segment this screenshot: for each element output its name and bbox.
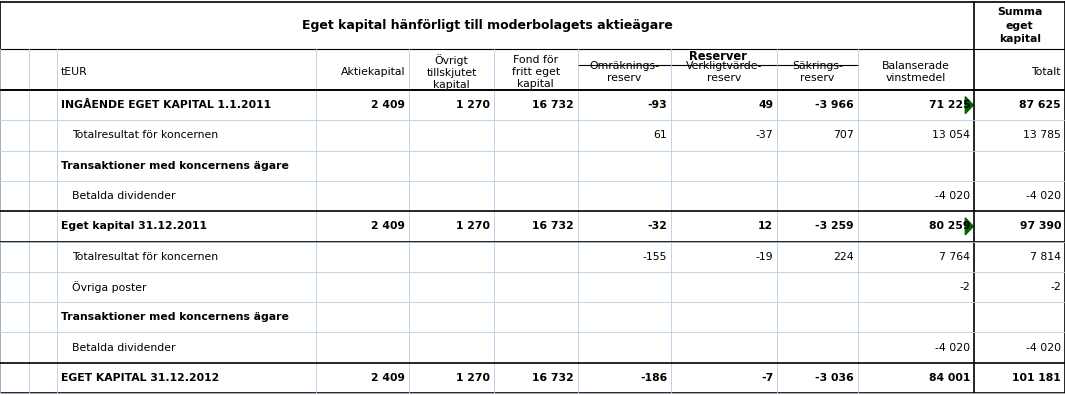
Text: -37: -37 (756, 130, 773, 141)
Polygon shape (965, 97, 973, 114)
Text: -19: -19 (756, 252, 773, 261)
Text: Betalda dividender: Betalda dividender (72, 342, 176, 353)
Text: Transaktioner med koncernens ägare: Transaktioner med koncernens ägare (61, 161, 289, 171)
Text: 16 732: 16 732 (532, 373, 574, 383)
Text: -3 259: -3 259 (815, 221, 854, 231)
Text: 2 409: 2 409 (372, 100, 406, 110)
Text: Reserver: Reserver (689, 50, 747, 63)
Text: Eget kapital hänförligt till moderbolagets aktieägare: Eget kapital hänförligt till moderbolage… (301, 19, 673, 32)
Text: Säkrings-
reserv: Säkrings- reserv (792, 61, 843, 83)
Text: 16 732: 16 732 (532, 100, 574, 110)
Text: -2: -2 (960, 282, 970, 292)
Text: 13 054: 13 054 (932, 130, 970, 141)
Text: Balanserade
vinstmedel: Balanserade vinstmedel (882, 61, 950, 83)
Text: -155: -155 (642, 252, 667, 261)
Text: -7: -7 (761, 373, 773, 383)
Text: -186: -186 (640, 373, 667, 383)
Text: tEUR: tEUR (61, 67, 87, 77)
Text: 61: 61 (654, 130, 667, 141)
Text: 1 270: 1 270 (456, 373, 490, 383)
Text: -93: -93 (648, 100, 667, 110)
Text: 707: 707 (833, 130, 854, 141)
Text: Totalresultat för koncernen: Totalresultat för koncernen (72, 130, 218, 141)
Text: -3 966: -3 966 (815, 100, 854, 110)
Text: 2 409: 2 409 (372, 373, 406, 383)
Text: Övriga poster: Övriga poster (72, 281, 147, 293)
Text: Betalda dividender: Betalda dividender (72, 191, 176, 201)
Text: Eget kapital 31.12.2011: Eget kapital 31.12.2011 (61, 221, 207, 231)
Text: -4 020: -4 020 (935, 191, 970, 201)
Text: Omräknings-
reserv: Omräknings- reserv (590, 61, 659, 83)
Text: INGÅENDE EGET KAPITAL 1.1.2011: INGÅENDE EGET KAPITAL 1.1.2011 (61, 100, 272, 110)
Text: Aktiekapital: Aktiekapital (341, 67, 406, 77)
Text: 16 732: 16 732 (532, 221, 574, 231)
Text: 224: 224 (833, 252, 854, 261)
Text: 1 270: 1 270 (456, 100, 490, 110)
Text: 87 625: 87 625 (1019, 100, 1061, 110)
Text: 12: 12 (758, 221, 773, 231)
Text: Verkligtvärde-
reserv: Verkligtvärde- reserv (686, 61, 763, 83)
Text: Summa
eget
kapital: Summa eget kapital (997, 7, 1043, 44)
Polygon shape (965, 218, 973, 235)
Text: -4 020: -4 020 (935, 342, 970, 353)
Text: 101 181: 101 181 (1012, 373, 1061, 383)
Text: 7 764: 7 764 (939, 252, 970, 261)
Text: 97 390: 97 390 (1019, 221, 1061, 231)
Text: 13 785: 13 785 (1023, 130, 1061, 141)
Text: Totalresultat för koncernen: Totalresultat för koncernen (72, 252, 218, 261)
Text: EGET KAPITAL 31.12.2012: EGET KAPITAL 31.12.2012 (61, 373, 219, 383)
Text: 49: 49 (758, 100, 773, 110)
Text: 1 270: 1 270 (456, 221, 490, 231)
Text: Transaktioner med koncernens ägare: Transaktioner med koncernens ägare (61, 312, 289, 322)
Text: Fond för
fritt eget
kapital: Fond för fritt eget kapital (511, 55, 560, 89)
Text: 71 225: 71 225 (929, 100, 970, 110)
Text: 7 814: 7 814 (1030, 252, 1061, 261)
Text: Totalt: Totalt (1032, 67, 1061, 77)
Text: -4 020: -4 020 (1026, 342, 1061, 353)
Text: 80 259: 80 259 (929, 221, 970, 231)
Text: Övrigt
tillskjutet
kapital: Övrigt tillskjutet kapital (426, 55, 477, 90)
Text: -3 036: -3 036 (815, 373, 854, 383)
Text: -32: -32 (648, 221, 667, 231)
Text: 2 409: 2 409 (372, 221, 406, 231)
Text: -4 020: -4 020 (1026, 191, 1061, 201)
Text: 84 001: 84 001 (929, 373, 970, 383)
Text: -2: -2 (1050, 282, 1061, 292)
